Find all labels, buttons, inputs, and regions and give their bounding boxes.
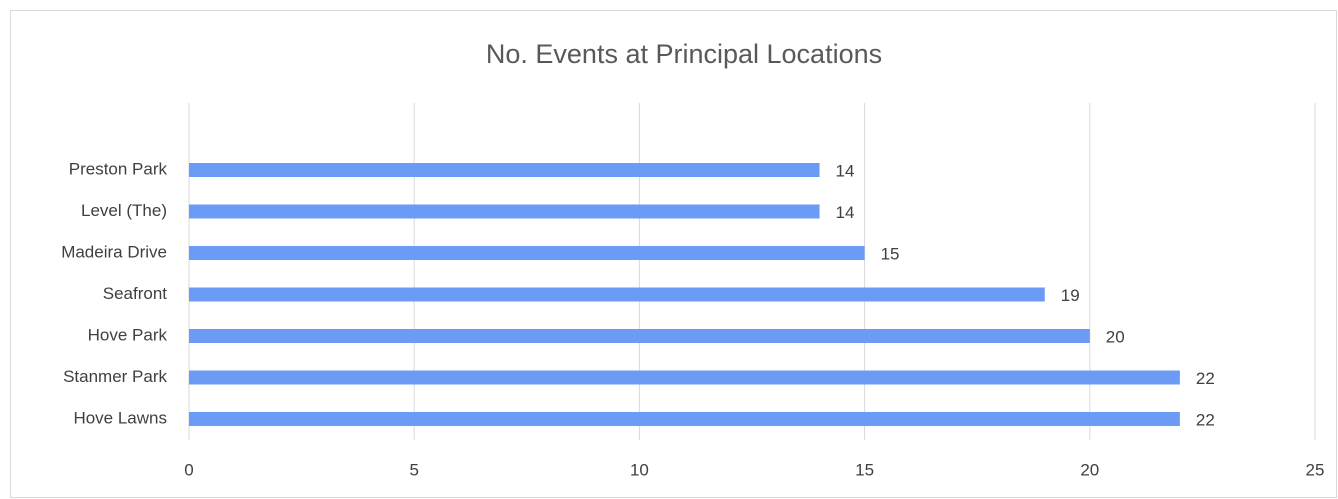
y-tick-label: Preston Park [69, 159, 168, 178]
data-label: 14 [836, 203, 855, 222]
y-tick-label: Level (The) [81, 201, 167, 220]
bar [189, 204, 820, 219]
data-label: 19 [1061, 286, 1080, 305]
x-tick-label: 20 [1080, 460, 1099, 479]
y-tick-label: Madeira Drive [61, 242, 167, 261]
x-tick-label: 15 [855, 460, 874, 479]
data-label: 22 [1196, 410, 1215, 429]
y-tick-label: Seafront [103, 284, 168, 303]
y-tick-label: Hove Lawns [73, 408, 167, 427]
y-tick-label: Stanmer Park [63, 367, 167, 386]
y-tick-label: Hove Park [88, 325, 168, 344]
data-label: 20 [1106, 327, 1125, 346]
x-tick-label: 25 [1306, 460, 1325, 479]
bar [189, 412, 1180, 426]
bar [189, 246, 865, 260]
x-tick-label: 0 [184, 460, 193, 479]
chart-title: No. Events at Principal Locations [486, 39, 882, 69]
bar [189, 370, 1180, 385]
bar [189, 329, 1090, 343]
data-label: 22 [1196, 369, 1215, 388]
bar [189, 287, 1045, 302]
data-label: 14 [836, 161, 855, 180]
x-tick-label: 10 [630, 460, 649, 479]
data-label: 15 [881, 244, 900, 263]
bar [189, 163, 820, 177]
x-tick-label: 5 [409, 460, 418, 479]
